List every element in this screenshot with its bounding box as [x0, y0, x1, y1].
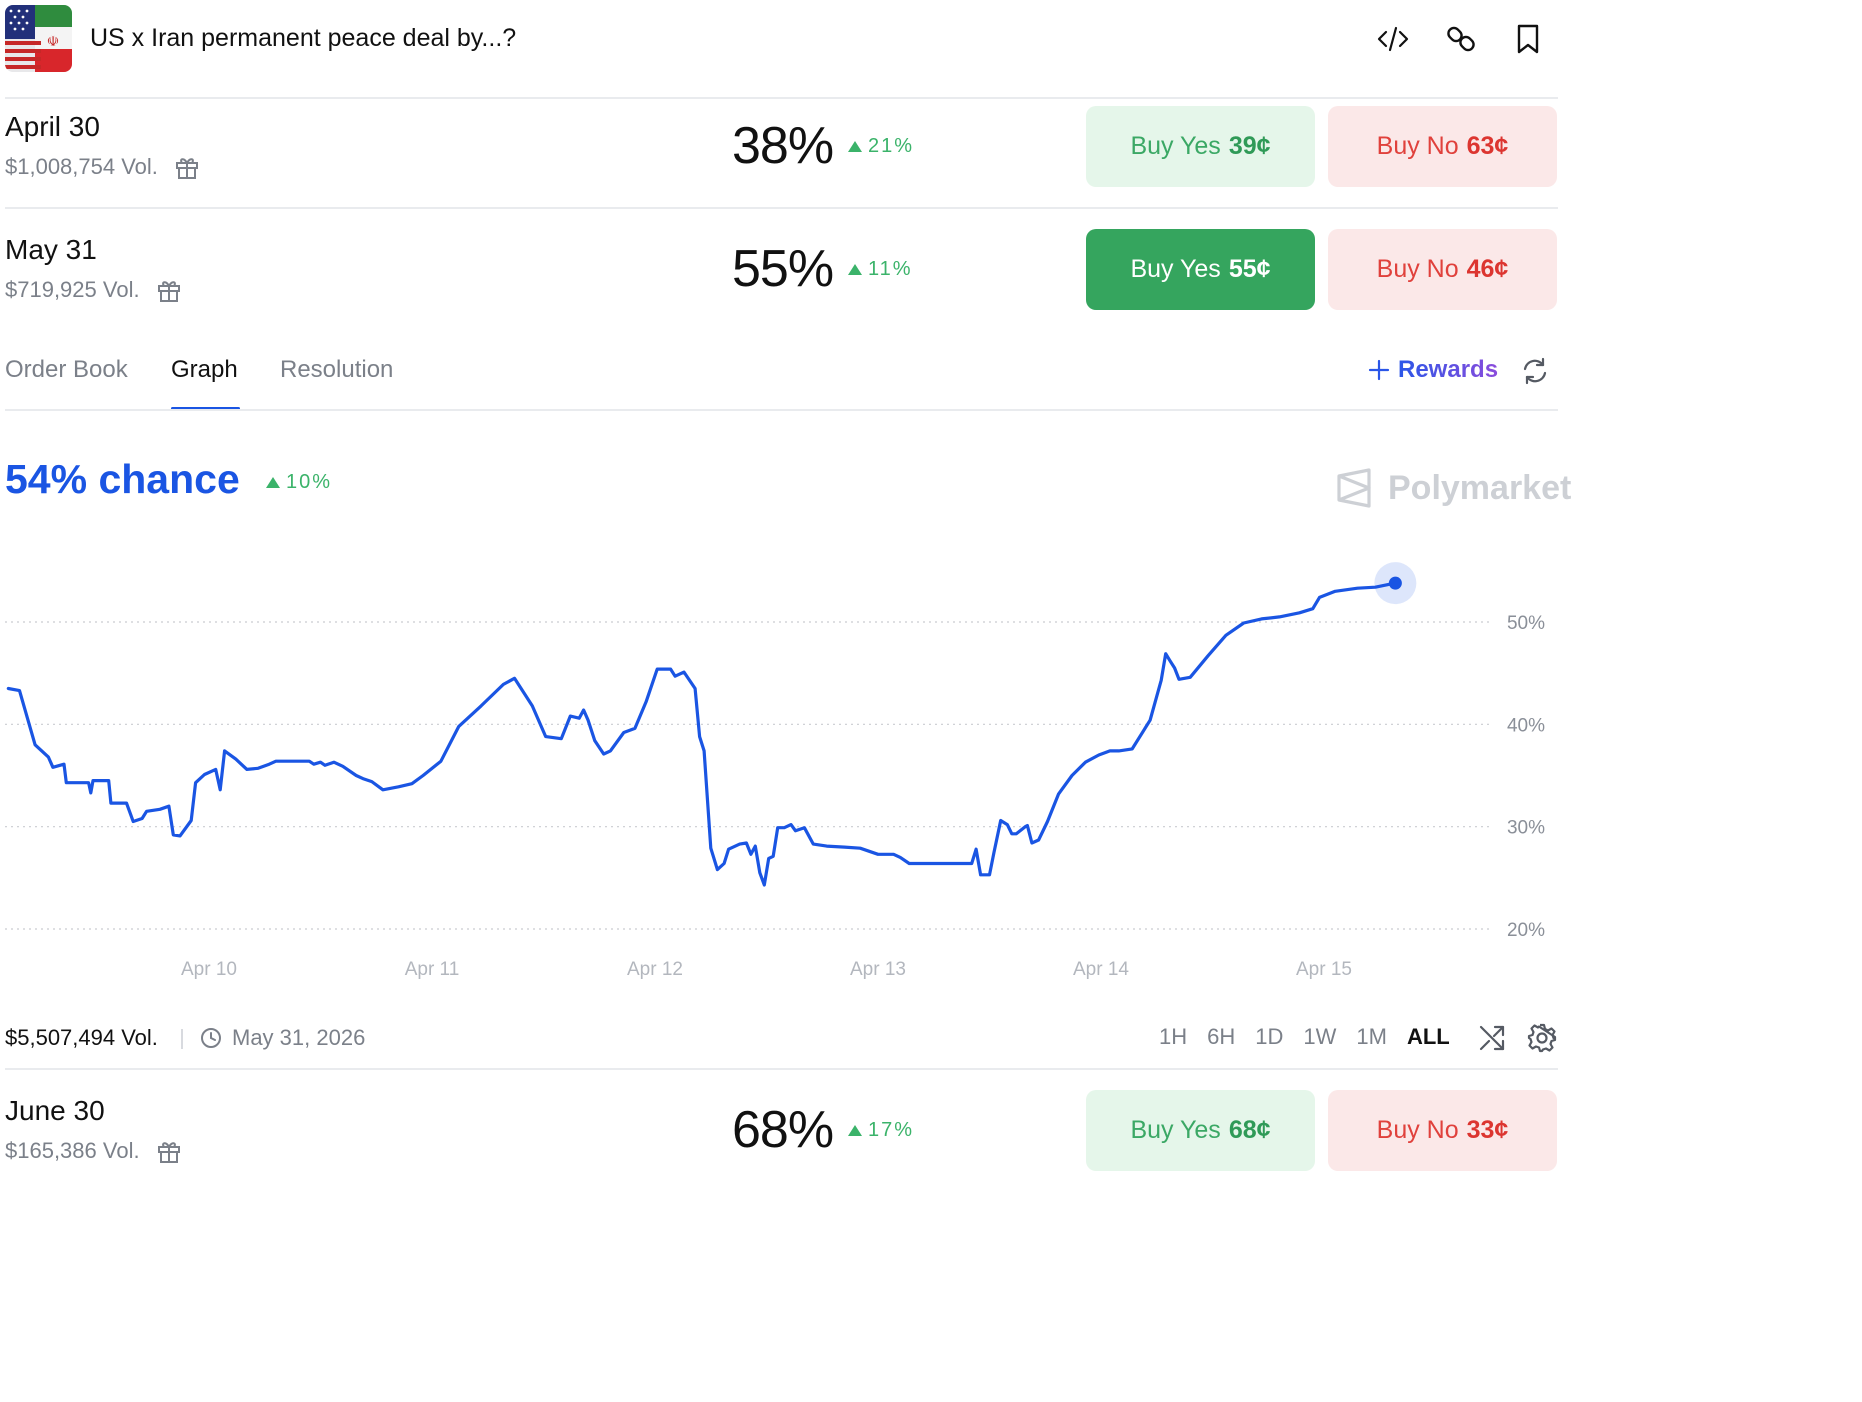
rewards-link[interactable]: Rewards [1398, 356, 1499, 383]
outcome-volume-text: $165,386 Vol. [5, 1138, 140, 1163]
up-arrow-icon [266, 477, 280, 488]
up-arrow-icon [848, 264, 862, 275]
outcome-volume-text: $1,008,754 Vol. [5, 154, 158, 179]
y-tick-label: 40% [1507, 715, 1545, 736]
y-tick-label: 30% [1507, 818, 1545, 839]
buy-yes-price: 55¢ [1228, 255, 1271, 283]
buy-no-price: 46¢ [1466, 255, 1509, 283]
gift-icon[interactable] [156, 277, 182, 303]
flag-image: ☫ [5, 5, 72, 72]
time-range-selector: 1H 6H 1D 1W 1M ALL [1159, 1024, 1450, 1050]
buy-no-button[interactable]: Buy No 46¢ [1328, 229, 1557, 310]
bookmark-icon[interactable] [1511, 22, 1545, 56]
buy-yes-label: Buy Yes [1130, 132, 1221, 160]
buy-no-button[interactable]: Buy No 63¢ [1328, 106, 1557, 187]
range-1d[interactable]: 1D [1255, 1024, 1284, 1049]
clock-icon [201, 1028, 221, 1048]
x-tick-label: Apr 10 [181, 959, 237, 980]
range-1m[interactable]: 1M [1356, 1024, 1387, 1049]
active-tab-indicator [171, 407, 240, 410]
price-chart[interactable]: 20% 30% 40% 50% Apr 10 Apr 11 Apr 12 Apr 13 Apr… [0, 520, 1862, 990]
buy-no-label: Buy No [1376, 132, 1459, 160]
range-1w[interactable]: 1W [1303, 1024, 1337, 1049]
range-1h[interactable]: 1H [1159, 1024, 1188, 1049]
buy-yes-price: 68¢ [1228, 1116, 1271, 1144]
buy-yes-label: Buy Yes [1130, 255, 1221, 283]
outcome-percent: 55% [732, 240, 834, 298]
polymarket-watermark: Polymarket [1336, 468, 1571, 508]
range-6h[interactable]: 6H [1207, 1024, 1236, 1049]
outcome-change-text: 17% [868, 1119, 915, 1141]
gift-icon[interactable] [156, 1138, 182, 1164]
up-arrow-icon [848, 1125, 862, 1136]
outcome-change: 17% [848, 1119, 914, 1142]
gift-icon[interactable] [174, 154, 200, 180]
outcome-volume: $719,925 Vol. [5, 277, 182, 303]
range-all[interactable]: ALL [1406, 1024, 1450, 1049]
up-arrow-icon [848, 141, 862, 152]
divider [5, 207, 1558, 209]
y-tick-label: 20% [1507, 920, 1545, 941]
outcome-volume: $165,386 Vol. [5, 1138, 182, 1164]
shuffle-icon[interactable] [1477, 1023, 1507, 1058]
buy-yes-label: Buy Yes [1130, 1116, 1221, 1144]
end-date: May 31, 2026 [200, 1025, 365, 1051]
outcome-percent: 68% [732, 1101, 834, 1159]
outcome-name: May 31 [5, 234, 97, 265]
outcome-name: June 30 [5, 1095, 105, 1126]
brand-name: Polymarket [1388, 468, 1572, 507]
refresh-icon[interactable] [1520, 356, 1550, 391]
outcome-change: 21% [848, 135, 914, 158]
tab-graph[interactable]: Graph [171, 356, 238, 383]
x-tick-label: Apr 13 [850, 959, 906, 980]
outcome-change-text: 21% [868, 135, 915, 157]
link-icon[interactable] [1444, 22, 1478, 56]
divider [5, 409, 1558, 411]
buy-yes-price: 39¢ [1228, 132, 1271, 160]
tab-order-book[interactable]: Order Book [5, 356, 128, 383]
chance-change-text: 10% [286, 471, 333, 493]
x-tick-label: Apr 12 [627, 959, 683, 980]
plus-icon [1368, 358, 1390, 387]
market-title: US x Iran permanent peace deal by...? [90, 24, 517, 52]
svg-text:☫: ☫ [47, 33, 60, 49]
buy-no-label: Buy No [1376, 255, 1459, 283]
buy-no-price: 63¢ [1466, 132, 1509, 160]
market-thumbnail: ☫ [5, 5, 72, 72]
buy-no-button[interactable]: Buy No 33¢ [1328, 1090, 1557, 1171]
x-tick-label: Apr 15 [1296, 959, 1352, 980]
outcome-change: 11% [848, 258, 913, 281]
x-tick-label: Apr 14 [1073, 959, 1129, 980]
current-point[interactable] [1388, 576, 1402, 590]
buy-no-price: 33¢ [1466, 1116, 1509, 1144]
buy-yes-button[interactable]: Buy Yes 68¢ [1086, 1090, 1315, 1171]
y-tick-label: 50% [1507, 613, 1545, 634]
end-date-text: May 31, 2026 [232, 1025, 366, 1050]
outcome-volume: $1,008,754 Vol. [5, 154, 200, 180]
tab-resolution[interactable]: Resolution [280, 356, 394, 383]
buy-yes-button[interactable]: Buy Yes 39¢ [1086, 106, 1315, 187]
total-volume: $5,507,494 Vol. [5, 1025, 158, 1050]
outcome-volume-text: $719,925 Vol. [5, 277, 140, 302]
divider [5, 97, 1558, 99]
polymarket-logo-icon [1337, 468, 1371, 508]
chance-value: 54% chance [5, 456, 240, 502]
separator [181, 1029, 183, 1049]
buy-yes-button[interactable]: Buy Yes 55¢ [1086, 229, 1315, 310]
buy-no-label: Buy No [1376, 1116, 1459, 1144]
outcome-name: April 30 [5, 111, 100, 142]
series-line [6, 581, 1397, 887]
embed-icon[interactable] [1376, 22, 1410, 56]
settings-gear-icon[interactable] [1527, 1023, 1557, 1058]
outcome-change-text: 11% [868, 258, 913, 280]
x-tick-label: Apr 11 [405, 959, 460, 980]
chance-change: 10% [266, 471, 332, 494]
outcome-percent: 38% [732, 117, 834, 175]
divider [5, 1068, 1558, 1070]
